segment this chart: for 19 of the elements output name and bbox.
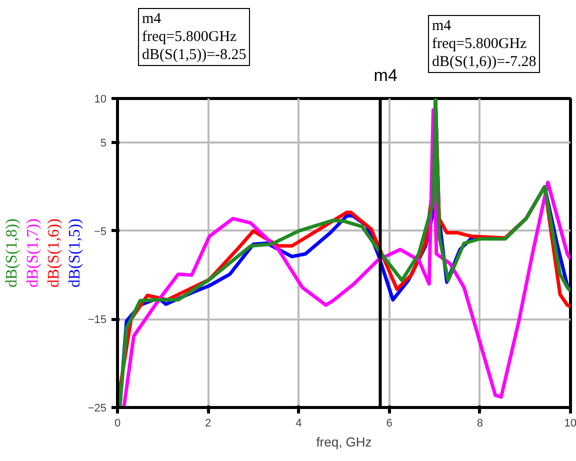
text: dB(S(1,6)) (46, 218, 62, 288)
y-tick-label: 10 (94, 94, 107, 106)
y-tick-label: −5 (94, 226, 107, 238)
x-tick-label: 6 (386, 418, 392, 430)
x-tick-label: 8 (476, 418, 483, 430)
x-tick-label: 0 (114, 418, 121, 430)
y-tick-label: −25 (88, 402, 107, 414)
ref-line-label: m4 (372, 65, 398, 87)
y-tick-label: 5 (100, 138, 107, 150)
text: dB(S(1,8)) (4, 218, 20, 288)
x-tick-label: 2 (205, 418, 212, 430)
x-axis-title: freq, GHz (316, 434, 372, 450)
x-tick-label: 4 (296, 418, 302, 430)
text: m4 freq=5.800GHz dB(S(1,5))=-8.25 (138, 8, 250, 66)
y-tick-label: −15 (88, 314, 107, 326)
x-tick-label: 10 (564, 418, 576, 430)
text: m4 freq=5.800GHz dB(S(1,6))=-7.28 (428, 15, 540, 73)
text: dB(S(1,7)) (24, 218, 42, 288)
text: dB(S(1,5)) (66, 218, 84, 288)
